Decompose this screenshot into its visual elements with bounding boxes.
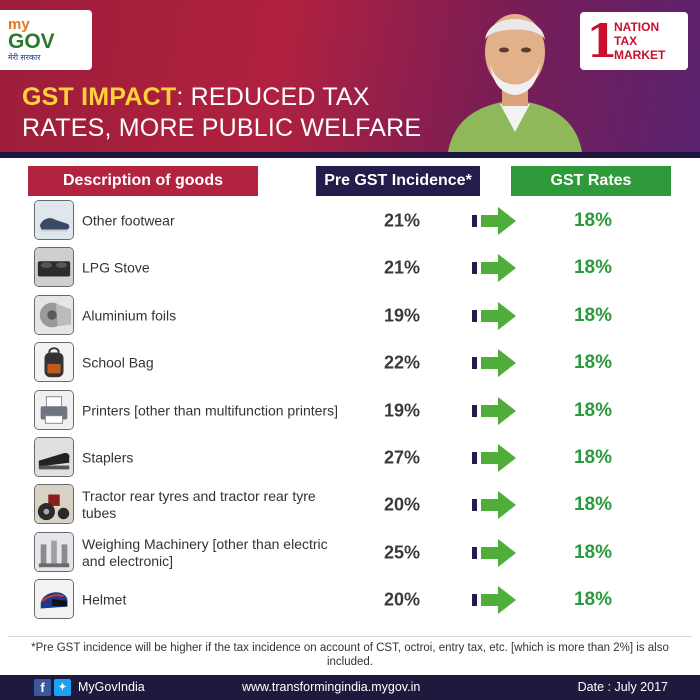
gst-rate: 18% — [573, 210, 613, 231]
table-row: Printers [other than multifunction print… — [0, 388, 700, 434]
nation-tax-market-logo[interactable]: 1 NATION TAX MARKET — [580, 12, 688, 70]
table-row: Tractor rear tyres and tractor rear tyre… — [0, 482, 700, 528]
facebook-icon[interactable]: f — [34, 679, 51, 696]
gst-rate: 18% — [573, 304, 613, 326]
website-link[interactable]: www.transformingindia.mygov.in — [242, 680, 421, 694]
table-row: Weighing Machinery [other than electric … — [0, 530, 700, 576]
mygov-logo[interactable]: my GOV मेरी सरकार — [0, 10, 92, 70]
mygov-logo-tagline: मेरी सरकार — [8, 52, 41, 62]
table-row: Helmet 20% 18% — [0, 577, 700, 623]
pre-gst-incidence: 19% — [383, 400, 421, 421]
school-bag-icon — [34, 342, 74, 383]
arrow-right-icon — [470, 538, 518, 568]
footwear-icon — [34, 200, 74, 240]
pre-gst-incidence: 19% — [383, 305, 421, 326]
arrow-right-icon — [470, 490, 518, 520]
arrow-right-icon — [470, 301, 518, 331]
header-banner: my GOV मेरी सरकार 1 NATION TAX MARKET GS… — [0, 0, 700, 158]
arrow-right-icon — [470, 253, 518, 283]
gst-rate: 18% — [573, 494, 613, 516]
page-title: GST IMPACT: REDUCED TAX RATES, MORE PUBL… — [22, 82, 442, 144]
gst-rate: 18% — [573, 541, 613, 563]
goods-description: Other footwear — [82, 212, 175, 229]
goods-description: Tractor rear tyres and tractor rear tyre… — [82, 488, 316, 522]
arrow-right-icon — [470, 396, 518, 426]
tractor-icon — [34, 484, 74, 525]
arrow-right-icon — [470, 348, 518, 378]
stove-icon — [34, 247, 74, 288]
table-row: LPG Stove 21% 18% — [0, 245, 700, 291]
column-header-description: Description of goods — [28, 166, 258, 196]
portrait-image — [448, 14, 582, 152]
ntm-logo-numeral: 1 — [586, 14, 619, 68]
helmet-icon — [34, 579, 74, 620]
twitter-icon[interactable]: ✦ — [54, 679, 71, 696]
goods-description: LPG Stove — [82, 259, 150, 276]
gst-rate: 18% — [573, 447, 613, 468]
stapler-icon — [34, 437, 74, 477]
weighing-machine-icon — [34, 531, 74, 572]
goods-description: Printers [other than multifunction print… — [82, 402, 339, 419]
table-row: School Bag 22% 18% — [0, 340, 700, 386]
footer-bar: f ✦ MyGovIndia www.transformingindia.myg… — [0, 675, 700, 700]
title-rest-line1: : REDUCED TAX — [176, 83, 370, 111]
goods-description: Staplers — [82, 449, 134, 466]
column-header-gst-rates: GST Rates — [511, 166, 671, 196]
arrow-right-icon — [470, 585, 518, 615]
gst-rate: 18% — [573, 589, 613, 611]
goods-description: School Bag — [82, 354, 154, 371]
date-label: Date : July 2017 — [577, 680, 668, 694]
gst-rate: 18% — [573, 257, 613, 279]
ntm-logo-line3: MARKET — [614, 48, 666, 62]
ntm-logo-line2: TAX — [614, 34, 638, 48]
social-handle[interactable]: MyGovIndia — [78, 680, 145, 694]
pre-gst-incidence: 20% — [383, 589, 421, 610]
table-row: Other footwear 21% 18% — [0, 198, 700, 244]
mygov-logo-my: my — [8, 15, 30, 33]
gst-rate: 18% — [573, 352, 613, 374]
title-highlight: GST IMPACT — [22, 83, 177, 111]
column-header-pre-gst: Pre GST Incidence* — [316, 166, 480, 196]
pre-gst-incidence: 25% — [383, 542, 421, 563]
goods-description: Aluminium foils — [82, 307, 177, 324]
gst-rate: 18% — [573, 399, 613, 421]
printer-icon — [34, 389, 74, 430]
social-icons: f ✦ — [34, 679, 71, 696]
pre-gst-incidence: 21% — [383, 257, 421, 278]
ntm-logo-words: NATION TAX MARKET — [614, 20, 665, 62]
pre-gst-incidence: 21% — [383, 210, 421, 231]
arrow-right-icon — [470, 206, 518, 236]
foil-roll-icon — [34, 294, 74, 335]
arrow-right-icon — [470, 443, 518, 473]
goods-description: Weighing Machinery [other than electric … — [82, 535, 328, 569]
footnote: *Pre GST incidence will be higher if the… — [8, 636, 692, 669]
table-row: Aluminium foils 19% 18% — [0, 293, 700, 339]
pre-gst-incidence: 22% — [383, 352, 421, 373]
mygov-logo-gov: GOV — [8, 29, 55, 53]
pre-gst-incidence: 27% — [383, 447, 421, 468]
pre-gst-incidence: 20% — [383, 494, 421, 515]
ntm-logo-line1: NATION — [614, 20, 660, 34]
table-row: Staplers 27% 18% — [0, 435, 700, 481]
title-line2: RATES, MORE PUBLIC WELFARE — [22, 114, 422, 142]
goods-description: Helmet — [82, 591, 127, 608]
